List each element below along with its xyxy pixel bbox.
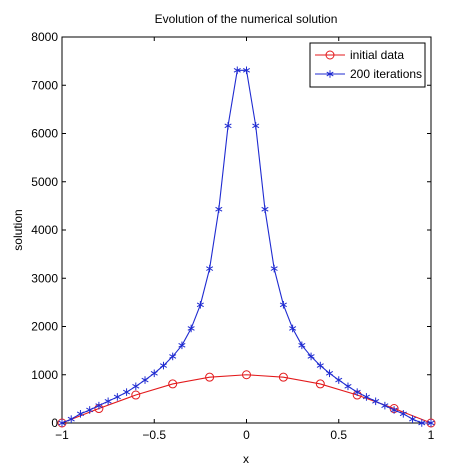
legend-item: 200 iterations <box>315 67 422 81</box>
data-point <box>95 401 103 410</box>
data-point <box>132 382 140 391</box>
data-point <box>344 382 352 391</box>
data-point <box>205 372 215 382</box>
axis-tick-labels: −1 −0.5 0 0.5 1 0 1000 2000 3000 4000 5000 6000 7000… <box>31 30 434 442</box>
x-tick-label: 0 <box>243 428 250 442</box>
data-point <box>169 352 177 361</box>
y-tick-label: 8000 <box>31 30 58 44</box>
data-point <box>279 300 287 309</box>
x-axis-label: x <box>243 452 249 466</box>
data-point <box>242 370 251 380</box>
data-point <box>242 66 251 75</box>
y-tick-label: 3000 <box>31 271 58 285</box>
series-layer <box>57 66 436 428</box>
data-point <box>67 415 75 423</box>
data-point <box>289 324 297 333</box>
series-1 <box>58 66 435 427</box>
data-point <box>178 341 186 350</box>
series-line <box>61 374 432 424</box>
legend-label: 200 iterations <box>350 67 422 81</box>
data-point <box>372 397 380 406</box>
data-point <box>278 372 288 382</box>
data-point <box>381 401 389 410</box>
data-point <box>196 300 204 309</box>
data-point <box>215 205 223 214</box>
y-tick-label: 0 <box>51 416 58 430</box>
data-point <box>325 50 335 60</box>
data-point <box>113 393 121 401</box>
legend: initial data 200 iterations <box>309 42 426 88</box>
axis-ticks <box>61 36 432 424</box>
y-tick-label: 7000 <box>31 78 58 92</box>
x-tick-label: −1 <box>55 428 69 442</box>
data-point <box>427 419 435 427</box>
data-point <box>104 397 112 406</box>
legend-item: initial data <box>315 48 404 62</box>
data-point <box>298 341 306 350</box>
data-point <box>233 66 241 75</box>
y-tick-label: 1000 <box>31 368 58 382</box>
chart-title: Evolution of the numerical solution <box>155 12 338 26</box>
data-point <box>325 369 334 378</box>
data-point <box>326 70 334 78</box>
data-point <box>270 264 278 273</box>
data-point <box>316 361 324 370</box>
data-point <box>168 379 178 389</box>
data-point <box>187 324 195 333</box>
series-0 <box>57 370 436 428</box>
data-point <box>206 264 214 273</box>
data-point <box>141 376 149 384</box>
legend-box <box>309 42 426 88</box>
series-line <box>61 69 431 424</box>
data-point <box>123 388 131 396</box>
x-tick-label: −0.5 <box>142 428 166 442</box>
data-point <box>159 361 168 370</box>
data-point <box>353 388 361 396</box>
x-tick-label: 0.5 <box>330 428 347 442</box>
data-point <box>418 419 426 427</box>
data-point <box>131 390 141 400</box>
data-point <box>86 406 94 414</box>
data-point <box>76 410 84 418</box>
y-tick-label: 5000 <box>31 175 58 189</box>
data-point <box>224 121 232 130</box>
y-tick-label: 4000 <box>31 223 58 237</box>
y-tick-label: 2000 <box>31 320 58 334</box>
data-point <box>150 369 158 378</box>
data-point <box>390 406 398 414</box>
plot-frame <box>61 36 432 424</box>
data-point <box>409 415 417 423</box>
y-tick-label: 6000 <box>31 127 58 141</box>
data-point <box>261 205 269 214</box>
data-point <box>252 121 260 130</box>
data-point <box>58 419 66 427</box>
data-point <box>362 393 370 401</box>
data-point <box>335 376 343 384</box>
y-axis-label: solution <box>11 209 25 250</box>
data-point <box>315 379 325 389</box>
x-tick-label: 1 <box>428 428 435 442</box>
data-point <box>399 410 407 418</box>
data-point <box>57 418 67 428</box>
data-point <box>307 352 315 361</box>
legend-label: initial data <box>350 48 404 62</box>
